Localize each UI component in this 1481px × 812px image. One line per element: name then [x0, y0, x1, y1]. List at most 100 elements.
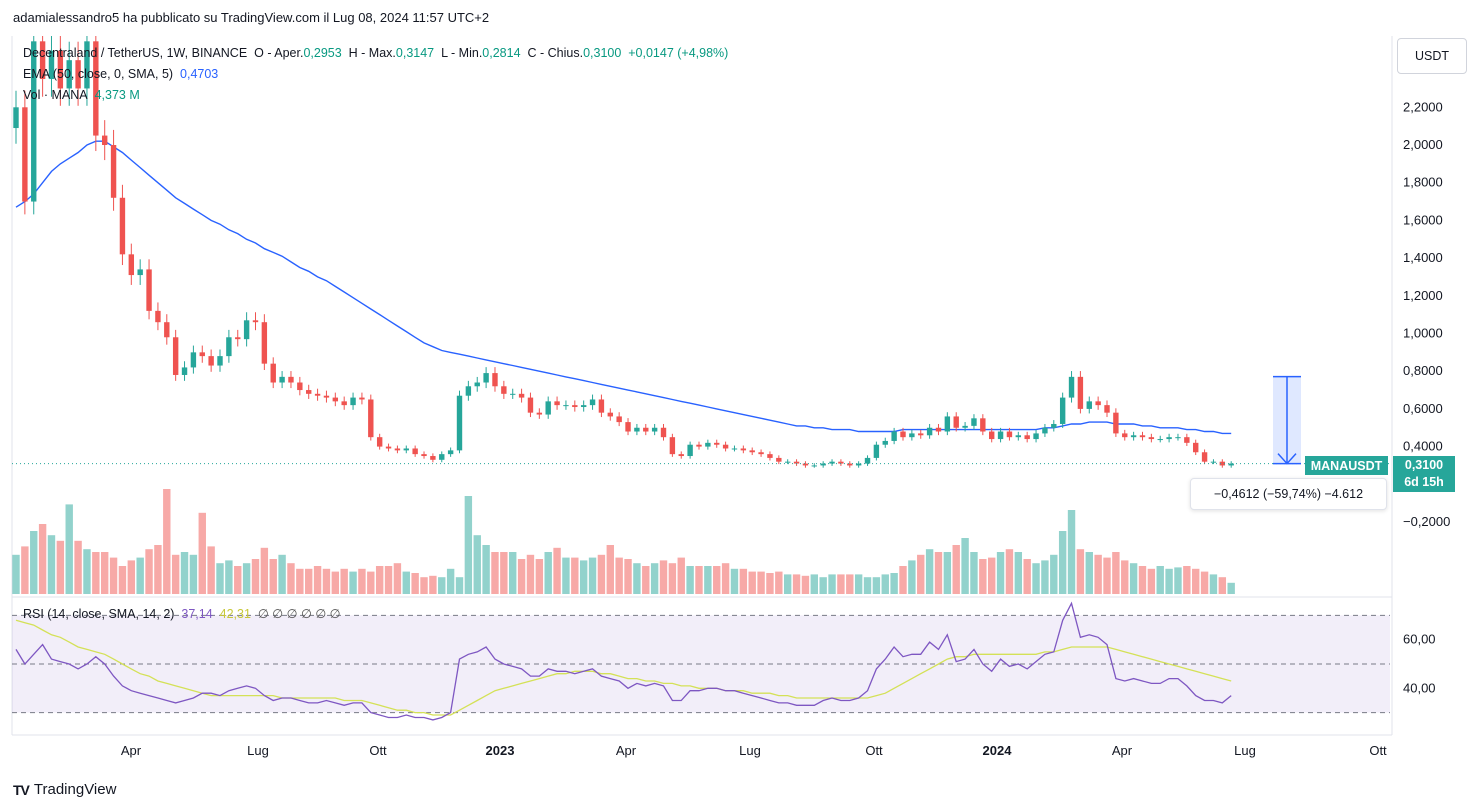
candle — [864, 455, 871, 466]
candle — [634, 423, 640, 436]
candle — [137, 259, 143, 285]
legend-rsi: RSI (14, close, SMA, 14, 2) 37,14 42,31 … — [23, 606, 341, 621]
volume-bar — [251, 559, 260, 594]
measure-tool — [1273, 375, 1301, 465]
volume-bar — [792, 574, 801, 594]
candle — [1068, 371, 1075, 403]
currency-button[interactable]: USDT — [1397, 38, 1467, 74]
candle — [1210, 459, 1217, 465]
price-tag-value: 0,3100 — [1404, 458, 1444, 472]
volume-bar — [988, 557, 996, 594]
candle — [811, 463, 817, 468]
candle — [678, 451, 684, 459]
candle-body — [314, 393, 321, 396]
candle-body — [1077, 376, 1084, 409]
volume-bar — [38, 524, 47, 594]
candle-body — [643, 427, 649, 432]
volume-bar — [908, 560, 916, 594]
candle-body — [252, 320, 259, 323]
volume-bar — [1227, 582, 1235, 594]
candle — [172, 329, 179, 381]
candle-body — [57, 50, 64, 89]
volume-bar — [854, 574, 863, 594]
candle — [1077, 371, 1084, 414]
candle-body — [651, 427, 658, 432]
candle — [971, 414, 977, 430]
candle — [935, 423, 942, 436]
candle — [217, 349, 223, 372]
volume-bar — [837, 574, 845, 594]
candle — [687, 441, 693, 459]
candle — [705, 439, 711, 450]
candle — [465, 380, 472, 401]
volume-bar — [56, 540, 65, 594]
candle-body — [1051, 423, 1057, 428]
brand: TV TradingView — [13, 781, 116, 798]
volume-bar — [544, 552, 552, 594]
candle-body — [181, 367, 188, 375]
ema-layer — [15, 140, 1232, 435]
candle-body — [873, 444, 880, 458]
candle-body — [492, 373, 498, 387]
legend-rsi-value: 37,14 — [181, 607, 213, 621]
candle — [820, 461, 826, 468]
legend-symbol: Decentraland / TetherUS, 1W, BINANCE — [23, 46, 248, 60]
volume-bar — [393, 563, 402, 594]
volume-bar — [1156, 566, 1164, 594]
volume-bar — [562, 557, 570, 594]
candle — [199, 345, 205, 363]
candle — [22, 90, 28, 215]
candle — [625, 418, 631, 436]
candle-body — [678, 454, 684, 457]
candle-body — [510, 393, 516, 395]
candle-body — [829, 461, 835, 464]
candle-body — [93, 41, 99, 136]
legend-volume: Vol · MANA 4,373 M — [23, 88, 140, 102]
candle-body — [22, 107, 28, 202]
volume-bar — [1165, 568, 1173, 594]
candle-body — [359, 397, 365, 400]
candle-body — [447, 450, 454, 455]
volume-bar — [92, 552, 100, 594]
axis-layer: −0,20000,00000,40000,60000,80001,00001,2… — [121, 99, 1450, 758]
price-tick-label: 1,8000 — [1403, 175, 1443, 190]
candle — [714, 439, 720, 448]
candle — [439, 451, 445, 463]
candle-body — [811, 465, 817, 467]
candle-body — [1175, 437, 1181, 439]
candle — [536, 408, 543, 419]
volume-bar — [961, 538, 969, 594]
volume-bar — [677, 557, 685, 594]
candle — [873, 441, 880, 461]
price-tick-label: 2,0000 — [1403, 137, 1443, 152]
candle-body — [1015, 435, 1022, 438]
volume-bar — [934, 552, 943, 594]
candle — [660, 423, 667, 441]
candle-body — [802, 463, 809, 466]
volume-bar — [367, 571, 375, 594]
candle-body — [554, 401, 560, 406]
candle — [155, 302, 161, 331]
candle — [39, 36, 46, 97]
candle — [1166, 433, 1172, 443]
symbol-tag: MANAUSDT — [1305, 456, 1388, 475]
candle — [1139, 431, 1146, 441]
candle-body — [243, 320, 250, 340]
volume-bar — [615, 557, 623, 594]
candle — [394, 445, 401, 454]
volume-bar — [473, 535, 481, 594]
candle — [332, 392, 339, 407]
volume-bar — [739, 568, 748, 594]
candle — [882, 437, 888, 448]
candle — [1015, 431, 1022, 441]
legend-ema-label: EMA (50, close, 0, SMA, 5) — [23, 67, 174, 81]
candle-body — [900, 431, 906, 438]
candle-body — [882, 440, 888, 445]
brand-name: TradingView — [33, 781, 117, 798]
legend-l-value: 0,2814 — [482, 46, 521, 60]
volume-bar — [455, 577, 464, 594]
candle-body — [926, 427, 933, 436]
candle — [891, 427, 897, 445]
candle — [616, 412, 622, 427]
